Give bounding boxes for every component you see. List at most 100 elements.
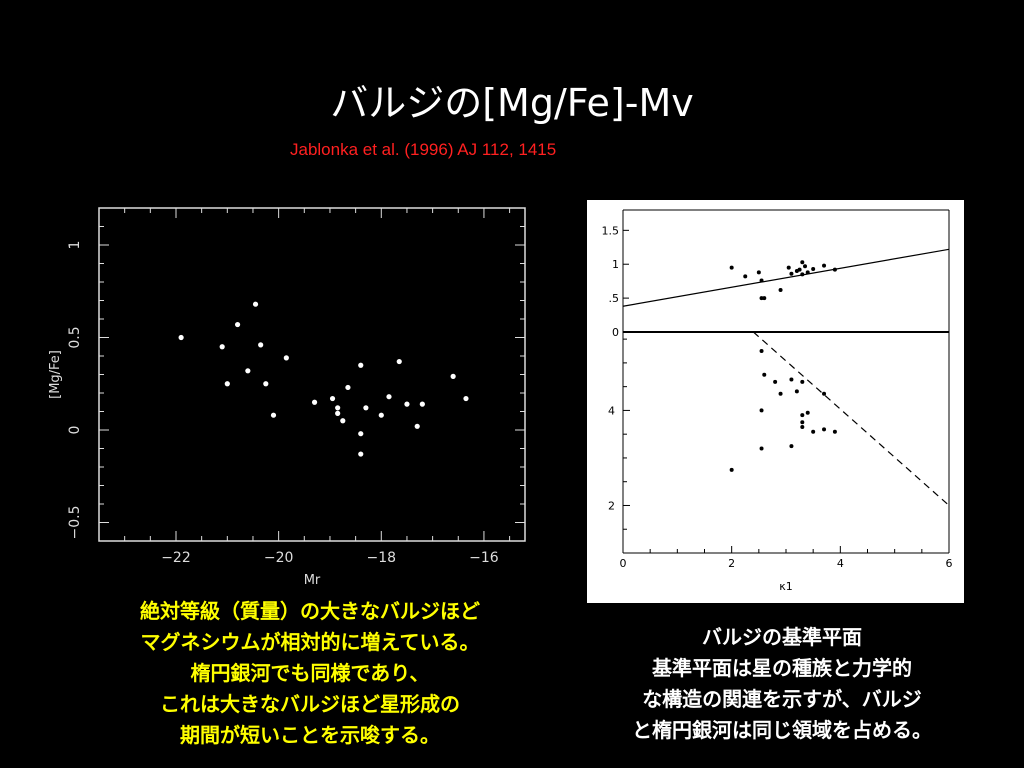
y-tick-label: 0: [612, 326, 619, 339]
citation: Jablonka et al. (1996) AJ 112, 1415: [290, 140, 557, 159]
left-caption-line: 絶対等級（質量）の大きなバルジほど: [140, 599, 480, 623]
data-point: [803, 264, 808, 269]
y-tick-label: 1.5: [602, 224, 620, 237]
data-point: [822, 391, 827, 396]
data-point: [396, 358, 402, 365]
data-point: [419, 401, 425, 407]
left-caption: 絶対等級（質量）の大きなバルジほど マグネシウムが相対的に増えている。 楕円銀河…: [60, 596, 560, 751]
data-point: [234, 321, 241, 328]
plot-frame: [98, 207, 526, 542]
y-tick-label: .5: [609, 292, 620, 305]
data-point: [311, 399, 318, 405]
y-tick-label: 2: [608, 499, 615, 512]
right-caption-line: バルジの基準平面: [702, 625, 862, 649]
data-point: [832, 267, 837, 272]
data-point: [778, 391, 783, 396]
slide-title: バルジの[Mg/Fe]-Mv: [330, 81, 694, 125]
data-point: [800, 425, 805, 430]
right-caption-line: な構造の関連を示すが、バルジ: [642, 687, 922, 711]
data-point: [800, 260, 805, 265]
data-point: [756, 270, 761, 275]
data-point: [762, 372, 767, 377]
left-caption-line: 楕円銀河でも同様であり、: [190, 661, 430, 685]
y-tick-label: 0.5: [67, 326, 83, 348]
x-tick-label: −20: [264, 550, 294, 566]
y-axis-label: [Mg/Fe]: [48, 350, 63, 399]
data-point: [822, 427, 827, 432]
left-caption-line: これは大きなバルジほど星形成の: [160, 692, 460, 716]
data-point: [178, 334, 184, 341]
x-axis-label: κ1: [779, 580, 792, 593]
y-tick-label: 4: [608, 404, 615, 417]
data-point: [270, 412, 277, 418]
data-point: [759, 349, 764, 354]
data-point: [363, 405, 369, 411]
data-point: [463, 395, 469, 402]
data-point: [219, 344, 225, 350]
x-tick-label: 4: [837, 557, 844, 570]
right-caption: バルジの基準平面 基準平面は星の種族と力学的 な構造の関連を示すが、バルジ と楕…: [582, 622, 982, 746]
data-point: [335, 410, 341, 416]
data-point: [778, 287, 783, 292]
y-tick-label: 0: [67, 426, 83, 435]
data-point: [789, 444, 794, 449]
data-point: [252, 301, 259, 307]
data-point: [283, 355, 289, 361]
data-point: [805, 410, 810, 415]
data-point: [794, 389, 799, 394]
data-point: [805, 270, 810, 275]
left-caption-line: マグネシウムが相対的に増えている。: [140, 630, 480, 654]
data-point: [800, 413, 805, 418]
x-axis-label: Mr: [304, 573, 321, 588]
data-point: [335, 405, 341, 411]
right-caption-line: と楕円銀河は同じ領域を占める。: [632, 718, 932, 742]
data-point: [404, 401, 410, 407]
dashed-fit-line: [753, 331, 950, 506]
x-tick-label: 2: [728, 557, 735, 570]
data-point: [258, 342, 264, 348]
data-point: [340, 418, 346, 424]
right-caption-line: 基準平面は星の種族と力学的: [652, 656, 912, 680]
data-point: [773, 379, 778, 384]
data-point: [378, 412, 384, 418]
data-point: [345, 384, 351, 391]
data-point: [729, 467, 734, 472]
data-point: [797, 267, 802, 272]
y-tick-label: 1: [67, 241, 83, 250]
y-tick-label: 1: [612, 258, 619, 271]
data-point: [811, 266, 816, 271]
data-point: [800, 272, 805, 277]
data-point: [358, 431, 364, 437]
data-point: [729, 265, 734, 270]
mgfe-vs-mr-chart: −22 −20 −18 −16 −0.5 0 0.5 1 Mr [Mg/Fe]: [48, 207, 526, 588]
data-point: [822, 263, 827, 268]
data-point: [263, 381, 269, 387]
fundamental-plane-figure: 0 .5 1 1.5 2 4 0 2 4 6 κ1: [587, 200, 964, 603]
data-point: [759, 446, 764, 451]
data-point: [762, 296, 767, 301]
data-point: [786, 265, 791, 270]
data-point: [759, 278, 764, 283]
data-point: [329, 395, 336, 402]
data-point: [743, 274, 748, 279]
data-point: [800, 420, 805, 425]
data-point: [450, 373, 456, 379]
data-point: [800, 379, 805, 384]
data-point: [358, 451, 364, 457]
data-point: [832, 429, 837, 434]
x-tick-label: −22: [161, 550, 191, 566]
fundamental-plane-chart: 0 .5 1 1.5 2 4 0 2 4 6 κ1: [602, 209, 953, 593]
data-point: [789, 271, 794, 276]
x-tick-label: −16: [469, 550, 499, 566]
x-tick-label: 6: [946, 557, 953, 570]
data-point: [358, 362, 364, 368]
data-point: [811, 429, 816, 434]
left-caption-line: 期間が短いことを示唆する。: [180, 723, 440, 747]
data-point: [759, 408, 764, 413]
fit-line: [622, 248, 950, 307]
data-point: [789, 377, 794, 382]
x-tick-label: −18: [367, 550, 397, 566]
x-tick-label: 0: [620, 557, 627, 570]
data-point: [245, 368, 251, 374]
y-tick-label: −0.5: [67, 506, 83, 540]
